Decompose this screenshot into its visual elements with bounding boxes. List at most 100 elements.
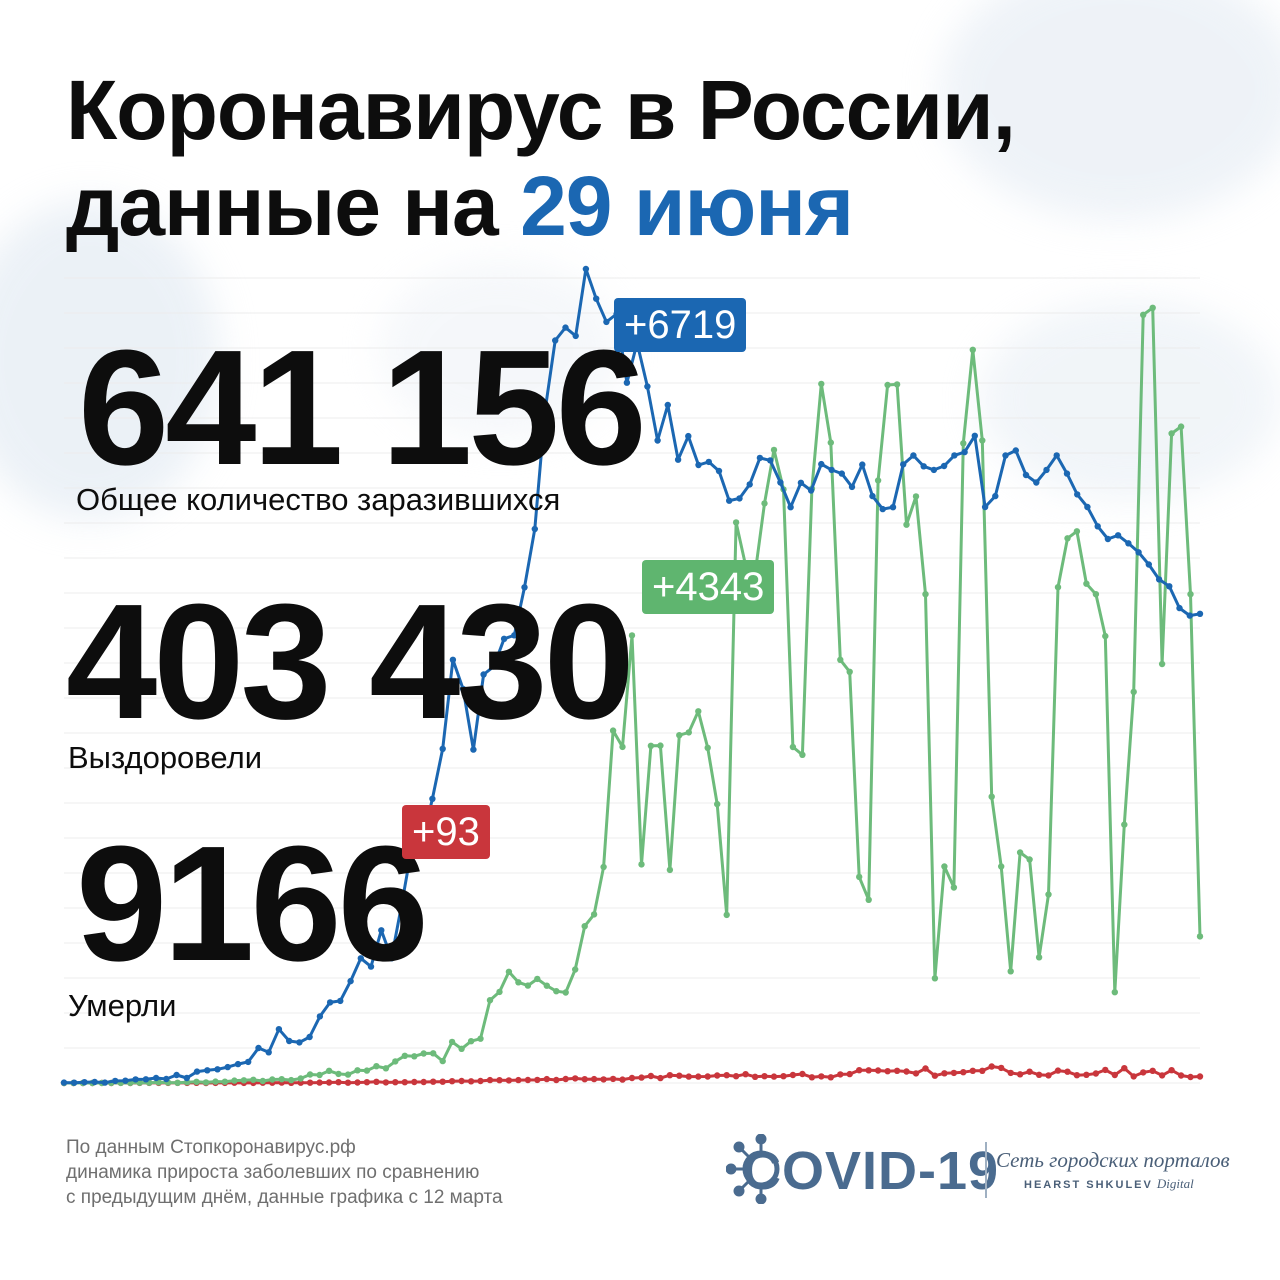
data-point-recovered xyxy=(344,1071,352,1078)
data-point-infected xyxy=(101,1079,109,1086)
data-point-infected xyxy=(644,383,651,390)
data-point-infected xyxy=(1002,452,1009,459)
data-point-deaths xyxy=(590,1075,598,1083)
data-point-infected xyxy=(224,1063,231,1071)
data-point-recovered xyxy=(316,1071,323,1079)
data-point-infected xyxy=(541,407,549,415)
total-cases-value: 641 156 xyxy=(78,316,647,499)
data-point-infected xyxy=(71,1079,78,1086)
data-point-infected xyxy=(1145,561,1153,568)
data-point-infected xyxy=(367,963,375,970)
data-point-deaths xyxy=(893,1067,901,1075)
data-point-deaths xyxy=(524,1076,532,1084)
data-point-deaths xyxy=(742,1071,749,1078)
title-line-1: Коронавирус в России, xyxy=(66,63,1016,157)
data-point-infected xyxy=(531,525,538,533)
data-point-recovered xyxy=(1054,584,1062,591)
data-point-infected xyxy=(900,461,907,468)
data-point-infected xyxy=(1104,535,1112,543)
data-point-deaths xyxy=(998,1064,1005,1072)
data-point-recovered xyxy=(221,1078,229,1085)
data-point-recovered xyxy=(1092,591,1100,598)
data-point-recovered xyxy=(950,884,958,891)
data-point-infected xyxy=(183,1074,190,1082)
data-point-infected xyxy=(736,495,743,502)
source-line-3: с предыдущим днём, данные графика с 12 м… xyxy=(66,1187,503,1208)
data-point-infected xyxy=(623,379,631,386)
data-point-infected xyxy=(234,1060,242,1068)
data-point-infected xyxy=(1135,549,1142,556)
background-blob xyxy=(980,300,1280,500)
data-point-recovered xyxy=(638,861,645,868)
data-point-infected xyxy=(961,448,968,456)
data-point-deaths xyxy=(856,1067,863,1074)
data-point-infected xyxy=(1196,610,1204,617)
data-point-recovered xyxy=(676,732,683,739)
data-point-deaths xyxy=(912,1070,920,1077)
data-point-infected xyxy=(1053,452,1060,459)
data-point-deaths xyxy=(562,1075,569,1083)
data-point-deaths xyxy=(316,1079,323,1086)
data-point-deaths xyxy=(780,1073,787,1080)
data-point-infected xyxy=(552,337,559,344)
recovered-value: 403 430 xyxy=(66,570,635,753)
data-point-recovered xyxy=(931,975,939,982)
data-point-recovered xyxy=(666,866,674,874)
data-point-deaths xyxy=(1045,1072,1052,1079)
data-point-infected xyxy=(132,1076,139,1083)
data-point-infected xyxy=(286,1037,293,1045)
data-point-recovered xyxy=(960,440,967,447)
data-point-deaths xyxy=(392,1079,399,1086)
data-point-infected xyxy=(122,1077,129,1084)
data-point-deaths xyxy=(572,1075,579,1082)
data-point-deaths xyxy=(789,1071,797,1079)
data-point-deaths xyxy=(1102,1066,1109,1074)
data-point-infected xyxy=(992,492,999,500)
data-point-infected xyxy=(695,461,702,469)
data-point-infected xyxy=(316,1013,324,1020)
data-point-infected xyxy=(439,745,446,752)
data-point-infected xyxy=(940,462,948,470)
data-point-infected xyxy=(1063,470,1071,477)
data-point-recovered xyxy=(430,1050,437,1057)
data-point-infected xyxy=(1155,576,1163,583)
data-point-recovered xyxy=(515,979,522,986)
data-point-infected xyxy=(60,1079,68,1086)
data-point-infected xyxy=(859,461,866,468)
background-blob xyxy=(0,200,220,520)
data-point-infected xyxy=(152,1074,160,1082)
data-point-deaths xyxy=(979,1067,986,1075)
data-point-recovered xyxy=(581,923,588,930)
data-point-infected xyxy=(910,452,917,459)
data-point-recovered xyxy=(912,493,920,500)
data-point-deaths xyxy=(1092,1070,1100,1077)
data-point-infected xyxy=(480,671,487,678)
data-point-recovered xyxy=(1016,849,1024,856)
data-point-recovered xyxy=(439,1057,446,1065)
data-point-deaths xyxy=(1130,1073,1137,1080)
data-point-infected xyxy=(449,656,457,663)
data-point-deaths xyxy=(874,1067,882,1074)
data-point-recovered xyxy=(799,751,806,758)
title-date: 29 июня xyxy=(520,159,854,253)
data-point-recovered xyxy=(619,743,626,751)
data-point-recovered xyxy=(562,989,569,996)
data-point-deaths xyxy=(373,1078,380,1086)
data-point-recovered xyxy=(1102,632,1109,640)
data-point-recovered xyxy=(903,521,910,528)
data-point-deaths xyxy=(628,1074,636,1082)
data-point-infected xyxy=(459,685,467,693)
data-point-recovered xyxy=(1111,989,1119,996)
data-point-infected xyxy=(1094,523,1101,530)
data-point-recovered xyxy=(297,1075,304,1082)
data-point-infected xyxy=(173,1071,180,1079)
data-point-deaths xyxy=(600,1076,607,1083)
data-point-deaths xyxy=(1035,1071,1043,1079)
data-point-recovered xyxy=(600,863,607,871)
data-point-deaths xyxy=(1187,1073,1194,1081)
data-point-deaths xyxy=(808,1074,816,1081)
data-point-recovered xyxy=(269,1076,276,1083)
data-point-infected xyxy=(378,927,385,934)
data-point-deaths xyxy=(770,1073,778,1080)
data-point-deaths xyxy=(647,1072,655,1080)
